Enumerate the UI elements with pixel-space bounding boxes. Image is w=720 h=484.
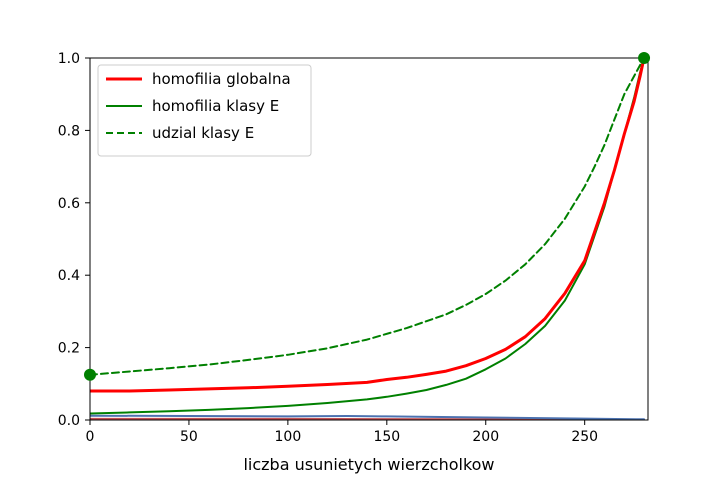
y-tick-label: 0.6 <box>58 196 80 212</box>
y-tick-label: 0.0 <box>58 413 80 429</box>
legend-label: udzial klasy E <box>152 124 254 142</box>
legend-label: homofilia globalna <box>152 70 291 88</box>
series-marker <box>84 368 96 381</box>
series-line-unnamed-3 <box>90 414 645 420</box>
legend-box <box>97 64 312 157</box>
axes-frame <box>89 57 649 421</box>
x-axis-label: liczba usunietych wierzcholkow <box>243 455 494 474</box>
axis-ticks: 0 50 100 150 200 250 0.0 0.2 0.4 0.6 0.8 1.0 <box>58 51 598 445</box>
x-tick-label: 50 <box>180 429 198 445</box>
y-tick-label: 1.0 <box>58 51 80 67</box>
legend: homofilia globalna homofilia klasy E udzia… <box>97 64 312 157</box>
series-line-unnamed-4 <box>90 417 645 420</box>
x-tick-label: 200 <box>472 429 499 445</box>
series-marker <box>638 52 651 64</box>
plot-area <box>90 56 646 420</box>
x-tick-label: 100 <box>275 429 302 445</box>
x-tick-label: 250 <box>571 429 598 445</box>
series-line-udzial-klasy-E <box>90 57 645 376</box>
x-tick-label: 150 <box>373 429 400 445</box>
x-tick-label: 0 <box>86 429 95 445</box>
legend-label: homofilia klasy E <box>152 97 279 115</box>
y-tick-label: 0.8 <box>58 123 80 139</box>
series-line-homofilia-globalna <box>90 56 646 393</box>
y-tick-label: 0.4 <box>58 268 80 284</box>
y-tick-label: 0.2 <box>58 341 80 357</box>
